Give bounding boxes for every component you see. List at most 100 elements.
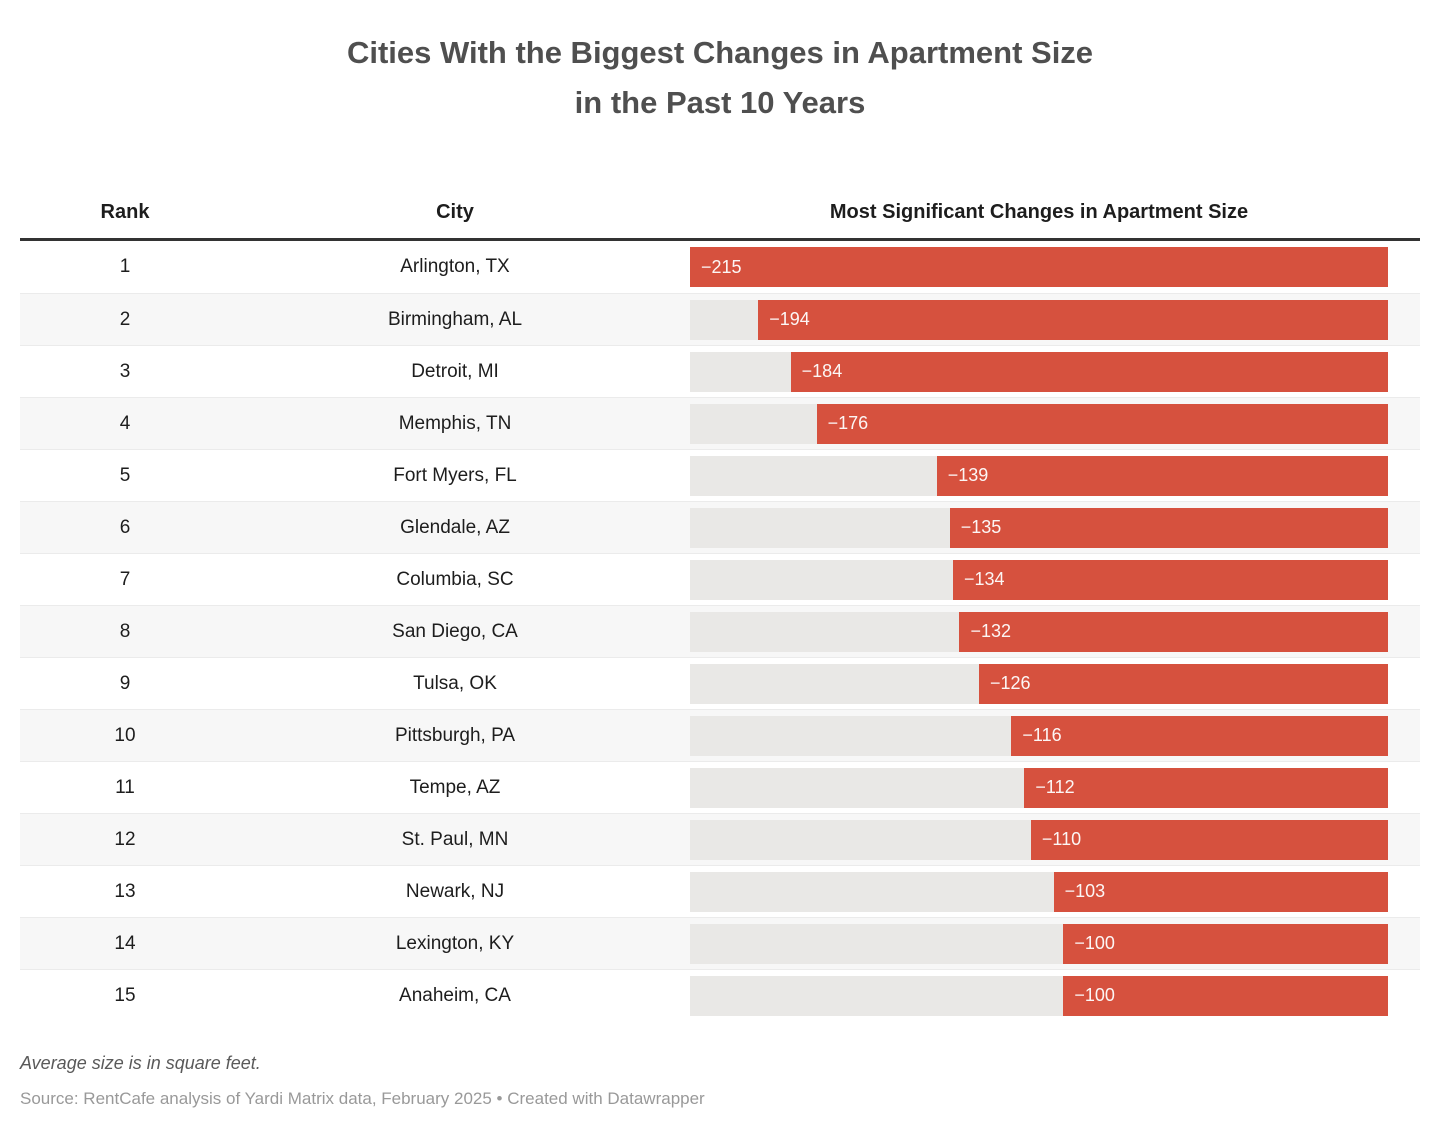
bar-track: −194 bbox=[690, 299, 1388, 340]
bar: −132 bbox=[959, 611, 1388, 652]
bar-value-label: −100 bbox=[1074, 985, 1115, 1005]
rank-cell: 3 bbox=[119, 360, 131, 382]
bar-cell: −135 bbox=[680, 507, 1420, 548]
chart-title: Cities With the Biggest Changes in Apart… bbox=[0, 28, 1440, 128]
bar: −116 bbox=[1011, 715, 1388, 756]
rank-cell: 7 bbox=[119, 568, 131, 590]
bar-track: −134 bbox=[690, 559, 1388, 600]
city-cell: Newark, NJ bbox=[405, 880, 505, 902]
bar-cell: −103 bbox=[680, 871, 1420, 912]
bar-value-label: −103 bbox=[1064, 881, 1106, 901]
ranking-table: Rank City Most Significant Changes in Ap… bbox=[20, 186, 1420, 1021]
bar-value-label: −112 bbox=[1035, 777, 1075, 797]
bar-value-label: −110 bbox=[1041, 829, 1082, 849]
table-row: 10 Pittsburgh, PA −116 bbox=[20, 709, 1420, 761]
city-cell: St. Paul, MN bbox=[401, 828, 509, 850]
bar: −139 bbox=[936, 455, 1388, 496]
bar-cell: −100 bbox=[680, 923, 1420, 964]
table-row: 5 Fort Myers, FL −139 bbox=[20, 449, 1420, 501]
bar-value-label: −194 bbox=[769, 309, 810, 329]
table-row: 14 Lexington, KY −100 bbox=[20, 917, 1420, 969]
rank-cell: 11 bbox=[115, 776, 135, 798]
table-header-row: Rank City Most Significant Changes in Ap… bbox=[20, 186, 1420, 241]
footer: Average size is in square feet. Source: … bbox=[20, 1053, 1420, 1109]
rank-cell: 2 bbox=[119, 308, 131, 330]
city-cell: Tempe, AZ bbox=[409, 776, 501, 798]
city-cell: Tulsa, OK bbox=[413, 672, 497, 694]
table-row: 12 St. Paul, MN −110 bbox=[20, 813, 1420, 865]
bar-track: −100 bbox=[690, 975, 1388, 1016]
rank-cell: 5 bbox=[119, 464, 131, 486]
table-row: 6 Glendale, AZ −135 bbox=[20, 501, 1420, 553]
table-row: 9 Tulsa, OK −126 bbox=[20, 657, 1420, 709]
rank-cell: 10 bbox=[114, 724, 136, 746]
table-body: 1 Arlington, TX −215 2 Birmingham, AL −1… bbox=[20, 241, 1420, 1021]
city-cell: Detroit, MI bbox=[411, 360, 499, 382]
bar-track: −103 bbox=[690, 871, 1388, 912]
bar-cell: −176 bbox=[680, 403, 1420, 444]
chart-title-line2: in the Past 10 Years bbox=[574, 85, 866, 120]
column-header-rank: Rank bbox=[100, 200, 150, 223]
rank-cell: 14 bbox=[114, 932, 136, 954]
bar-cell: −215 bbox=[680, 247, 1420, 287]
bar-track: −112 bbox=[690, 767, 1388, 808]
bar-cell: −100 bbox=[680, 975, 1420, 1016]
bar: −100 bbox=[1063, 923, 1388, 964]
bar-track: −116 bbox=[690, 715, 1388, 756]
bar: −215 bbox=[690, 247, 1388, 287]
bar: −103 bbox=[1053, 871, 1388, 912]
city-cell: San Diego, CA bbox=[392, 620, 518, 642]
column-header-change: Most Significant Changes in Apartment Si… bbox=[829, 200, 1249, 223]
bar-cell: −139 bbox=[680, 455, 1420, 496]
city-cell: Memphis, TN bbox=[398, 412, 512, 434]
bar-value-label: −215 bbox=[701, 256, 742, 277]
bar-cell: −126 bbox=[680, 663, 1420, 704]
rank-cell: 15 bbox=[114, 984, 136, 1006]
table-row: 1 Arlington, TX −215 bbox=[20, 241, 1420, 293]
bar-track: −215 bbox=[690, 247, 1388, 287]
city-cell: Fort Myers, FL bbox=[393, 464, 517, 486]
table-row: 13 Newark, NJ −103 bbox=[20, 865, 1420, 917]
chart-source: Source: RentCafe analysis of Yardi Matri… bbox=[20, 1089, 705, 1108]
bar-cell: −184 bbox=[680, 351, 1420, 392]
bar-track: −132 bbox=[690, 611, 1388, 652]
bar: −112 bbox=[1024, 767, 1388, 808]
city-cell: Columbia, SC bbox=[396, 568, 514, 590]
chart-note: Average size is in square feet. bbox=[20, 1053, 261, 1073]
city-cell: Arlington, TX bbox=[400, 256, 510, 277]
bar-value-label: −134 bbox=[963, 569, 1005, 589]
bar-value-label: −132 bbox=[970, 621, 1012, 641]
column-header-city: City bbox=[436, 200, 474, 223]
table-row: 15 Anaheim, CA −100 bbox=[20, 969, 1420, 1021]
table-row: 4 Memphis, TN −176 bbox=[20, 397, 1420, 449]
bar-value-label: −126 bbox=[989, 673, 1031, 693]
bar-track: −135 bbox=[690, 507, 1388, 548]
rank-cell: 6 bbox=[119, 516, 131, 538]
bar-cell: −134 bbox=[680, 559, 1420, 600]
city-cell: Lexington, KY bbox=[395, 932, 515, 954]
table-row: 8 San Diego, CA −132 bbox=[20, 605, 1420, 657]
page: Cities With the Biggest Changes in Apart… bbox=[0, 28, 1440, 1109]
rank-cell: 1 bbox=[119, 256, 131, 277]
bar-track: −184 bbox=[690, 351, 1388, 392]
table-row: 11 Tempe, AZ −112 bbox=[20, 761, 1420, 813]
bar-track: −176 bbox=[690, 403, 1388, 444]
table-row: 7 Columbia, SC −134 bbox=[20, 553, 1420, 605]
bar-track: −126 bbox=[690, 663, 1388, 704]
bar-track: −139 bbox=[690, 455, 1388, 496]
bar: −194 bbox=[758, 299, 1388, 340]
table-row: 2 Birmingham, AL −194 bbox=[20, 293, 1420, 345]
bar: −176 bbox=[816, 403, 1388, 444]
city-cell: Glendale, AZ bbox=[400, 516, 510, 538]
bar-value-label: −100 bbox=[1074, 933, 1115, 953]
bar: −110 bbox=[1030, 819, 1388, 860]
table-row: 3 Detroit, MI −184 bbox=[20, 345, 1420, 397]
bar-cell: −194 bbox=[680, 299, 1420, 340]
bar-value-label: −135 bbox=[960, 517, 1002, 537]
bar: −184 bbox=[790, 351, 1388, 392]
bar: −100 bbox=[1063, 975, 1388, 1016]
rank-cell: 12 bbox=[114, 828, 136, 850]
bar-cell: −116 bbox=[680, 715, 1420, 756]
bar: −134 bbox=[952, 559, 1388, 600]
chart-title-line1: Cities With the Biggest Changes in Apart… bbox=[346, 35, 1094, 70]
